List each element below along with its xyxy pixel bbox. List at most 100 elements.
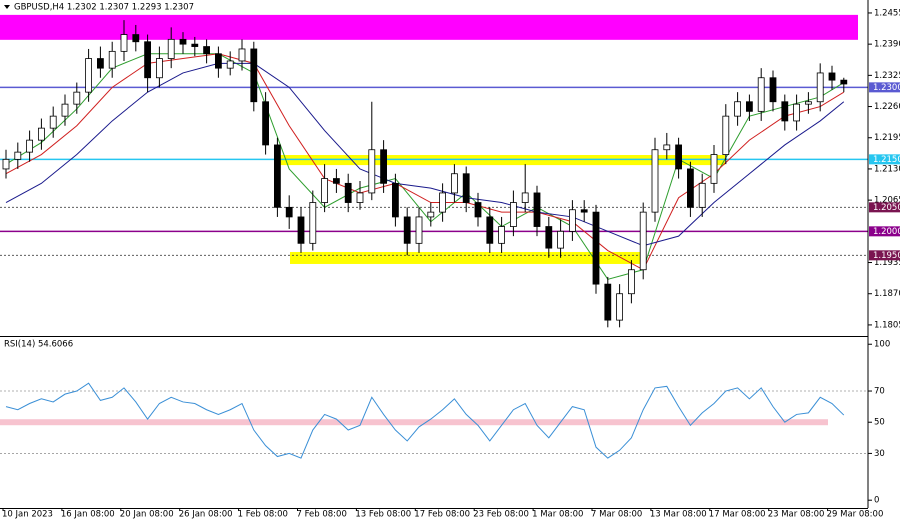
x-tick-label: 26 Jan 08:00 [179, 510, 233, 520]
candle-body [262, 101, 270, 146]
candle-body [498, 226, 506, 244]
candle-body [462, 173, 470, 203]
moving-average [5, 62, 845, 247]
candle-body [380, 149, 388, 184]
candle-body [203, 46, 211, 55]
candle-body [49, 115, 57, 129]
y-tick-label: 30 [874, 449, 885, 459]
candle-body [332, 178, 340, 184]
level-label: 1.2000 [873, 227, 900, 237]
y-tick-label: 1.2260 [874, 102, 900, 112]
candle-body [97, 58, 104, 69]
candle-body [533, 192, 541, 227]
x-tick-label: 23 Feb 08:00 [473, 510, 529, 520]
y-tick-label: 1.2130 [874, 164, 900, 174]
level-label-bg [869, 154, 900, 165]
y-tick-label: 1.1805 [874, 320, 900, 330]
level-label: 1.2300 [873, 83, 900, 93]
level-label-bg [869, 82, 900, 93]
y-tick-label: 0 [874, 496, 879, 506]
y-tick-label: 1.2390 [874, 40, 900, 50]
candle-body [144, 41, 152, 79]
candle-body [828, 72, 836, 81]
candle-body [2, 158, 10, 170]
x-tick-label: 20 Jan 08:00 [120, 510, 174, 520]
rsi-panel [0, 382, 868, 459]
candle-body [580, 209, 588, 213]
candle-body [781, 101, 789, 122]
candle-body [569, 209, 576, 232]
menu-arrow[interactable] [4, 5, 10, 9]
level-label-bg [869, 226, 900, 237]
level-label-bg [869, 202, 900, 213]
candle-body [509, 202, 517, 227]
candle-body [226, 60, 234, 69]
candle-body [769, 77, 777, 103]
candle-body [746, 101, 753, 112]
candle-body [805, 101, 812, 105]
candle-body [273, 144, 281, 208]
candle-body [793, 103, 800, 122]
y-tick-label: 50 [874, 418, 885, 428]
candle-body [604, 283, 612, 321]
y-tick-label: 100 [874, 340, 890, 350]
candle-body [356, 192, 364, 203]
x-tick-label: 16 Jan 08:00 [61, 510, 115, 520]
candle-body [450, 173, 458, 194]
candle-body [816, 72, 824, 103]
candle-body [651, 149, 659, 213]
candle-body [616, 293, 623, 321]
candle-body [427, 211, 435, 218]
candle-body [344, 182, 352, 203]
zone [0, 14, 858, 40]
candle-body [592, 211, 600, 285]
symbol-info: GBPUSD,H4 1.2302 1.2307 1.2293 1.2307 [14, 3, 194, 13]
candle-body [663, 144, 671, 151]
candle-body [840, 79, 848, 85]
x-tick-label: 17 Mar 08:00 [709, 510, 766, 520]
x-tick-label: 23 Mar 08:00 [768, 510, 825, 520]
candle-body [309, 202, 317, 244]
candle-body [391, 182, 399, 218]
x-tick-label: 1 Feb 08:00 [238, 510, 288, 520]
candle-body [238, 48, 246, 62]
candle-body [675, 144, 682, 170]
y-tick-label: 1.2455 [874, 8, 900, 18]
x-tick-label: 17 Feb 08:00 [414, 510, 470, 520]
y-tick-label: 1.2065 [874, 196, 900, 206]
candle-body [214, 53, 222, 69]
zone [290, 251, 645, 264]
y-tick-label: 1.2195 [874, 133, 900, 143]
candle-body [14, 151, 22, 160]
level-label-bg [869, 250, 900, 261]
x-tick-label: 1 Mar 08:00 [532, 510, 583, 520]
candle-body [167, 38, 175, 59]
level-label: 1.1950 [873, 251, 900, 261]
candle-body [486, 216, 494, 244]
candle-body [321, 178, 329, 203]
rsi-title: RSI(14) 54.6066 [4, 340, 73, 350]
candle-body [415, 216, 423, 244]
candle-body [545, 226, 553, 249]
candle-body [710, 154, 718, 184]
level-label: 1.2150 [873, 155, 900, 165]
candle-body [439, 192, 447, 213]
candle-body [73, 91, 81, 105]
candle-body [132, 34, 140, 43]
candle-body [521, 192, 529, 203]
candle-body [297, 216, 305, 244]
candle-body [285, 206, 293, 218]
candle-body [191, 43, 199, 47]
candle-body [38, 127, 45, 141]
candle-body [628, 269, 635, 295]
rsi-band [0, 419, 828, 426]
level-label: 1.2050 [873, 203, 900, 213]
y-tick-label: 1.2325 [874, 71, 900, 81]
y-tick-label: 1.1870 [874, 289, 900, 299]
candle-body [403, 216, 411, 244]
candle-body [639, 211, 647, 271]
candle-body [722, 115, 730, 155]
candle-body [108, 50, 116, 69]
candle-body [734, 101, 741, 117]
